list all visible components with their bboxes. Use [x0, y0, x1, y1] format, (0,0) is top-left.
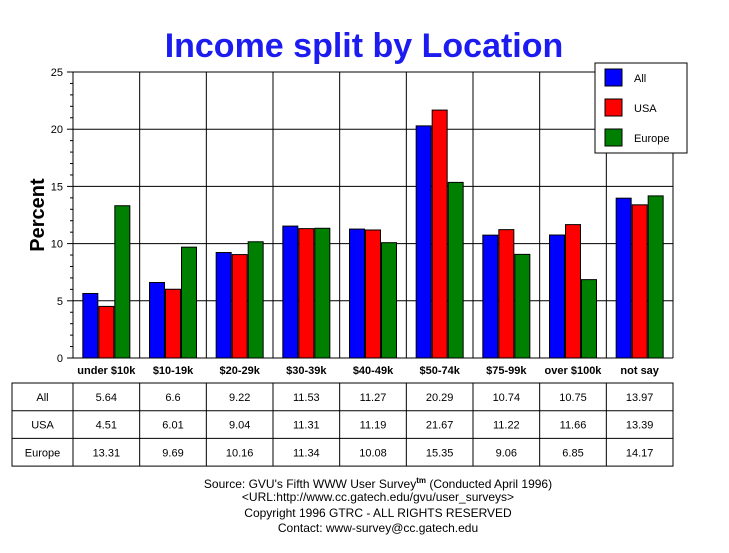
bar-usa — [565, 224, 581, 359]
table-cell: 9.69 — [162, 447, 183, 459]
x-tick-label: $30-39k — [286, 365, 327, 377]
bar-usa — [231, 254, 248, 359]
bar-all — [615, 197, 632, 359]
bar-usa — [631, 204, 648, 359]
table-cell: 20.29 — [426, 392, 454, 404]
legend-label: All — [634, 73, 646, 85]
legend-label: Europe — [634, 133, 669, 145]
y-tick-label: 5 — [57, 296, 63, 308]
table-cell: 11.53 — [293, 392, 320, 404]
table-cell: 14.17 — [626, 447, 654, 459]
table-cell: 10.74 — [493, 392, 521, 404]
table-cell: 11.31 — [293, 420, 320, 432]
bar-europe — [314, 227, 331, 359]
table-cell: 13.97 — [626, 392, 654, 404]
y-tick-label: 20 — [51, 124, 63, 136]
table-row-label: All — [36, 392, 48, 404]
table-cell: 9.22 — [229, 392, 250, 404]
x-tick-label: $40-49k — [353, 365, 394, 377]
footer-source: Source: GVU's Fifth WWW User Surveytm (C… — [204, 476, 552, 491]
x-tick-label: under $10k — [77, 365, 136, 377]
y-tick-label: 15 — [51, 181, 63, 193]
footer-url: <URL:http://www.cc.gatech.edu/gvu/user_s… — [242, 490, 514, 504]
bar-europe — [247, 241, 264, 359]
bar-usa — [498, 229, 515, 359]
table-cell: 11.19 — [360, 420, 387, 432]
bar-usa — [165, 288, 181, 359]
bar-europe — [581, 279, 597, 359]
table-cell: 9.06 — [496, 447, 517, 459]
footer-contact: Contact: www-survey@cc.gatech.edu — [278, 521, 478, 535]
bar-all — [282, 225, 299, 359]
y-tick-label: 10 — [51, 239, 63, 251]
bar-all — [349, 228, 365, 359]
footer-source-text: Source: GVU's Fifth WWW User Survey — [204, 477, 416, 491]
x-tick-label: $10-19k — [153, 365, 194, 377]
chart-title: Income split by Location — [165, 27, 564, 65]
y-tick-label: 25 — [51, 67, 63, 79]
bar-usa — [298, 228, 315, 359]
x-tick-label: $75-99k — [486, 365, 527, 377]
table-cell: 11.27 — [360, 392, 387, 404]
x-tick-label: over $100k — [545, 365, 603, 377]
y-tick-label: 0 — [57, 353, 63, 365]
bar-all — [215, 252, 232, 359]
table-cell: 21.67 — [426, 420, 454, 432]
x-tick-label: $20-29k — [219, 365, 260, 377]
bar-all — [149, 281, 165, 359]
bar-all — [415, 125, 432, 359]
table-cell: 6.01 — [162, 420, 183, 432]
table-cell: 6.85 — [562, 447, 583, 459]
x-tick-label: not say — [620, 365, 659, 377]
x-tick-label: $50-74k — [419, 365, 460, 377]
bar-europe — [381, 242, 397, 359]
bar-usa — [98, 305, 115, 359]
footer-tm: tm — [416, 476, 426, 485]
bar-europe — [114, 205, 131, 359]
table-cell: 11.22 — [493, 420, 520, 432]
bar-usa — [365, 229, 381, 359]
table-cell: 13.39 — [626, 420, 654, 432]
table-cell: 10.16 — [226, 447, 254, 459]
bar-usa — [431, 109, 448, 359]
footer-conducted: (Conducted April 1996) — [426, 477, 552, 491]
table-cell: 11.34 — [293, 447, 320, 459]
bar-europe — [514, 253, 531, 359]
table-cell: 4.51 — [96, 420, 117, 432]
table-cell: 11.66 — [560, 420, 587, 432]
legend-label: USA — [634, 103, 657, 115]
table-cell: 10.75 — [559, 392, 587, 404]
bar-europe — [181, 246, 197, 359]
legend-swatch — [604, 68, 623, 87]
table-row-label: Europe — [25, 447, 60, 459]
bar-all — [82, 292, 99, 359]
bar-all — [482, 234, 499, 359]
table-row-label: USA — [31, 420, 54, 432]
table-cell: 15.35 — [426, 447, 454, 459]
y-axis-label: Percent — [27, 178, 49, 252]
legend-swatch — [604, 98, 623, 117]
table-cell: 13.31 — [93, 447, 121, 459]
legend-swatch — [604, 128, 623, 147]
footer-copyright: Copyright 1996 GTRC - ALL RIGHTS RESERVE… — [244, 506, 512, 520]
table-cell: 9.04 — [229, 420, 250, 432]
bar-all — [549, 234, 565, 359]
bar-europe — [647, 195, 664, 359]
table-cell: 10.08 — [359, 447, 387, 459]
bar-europe — [447, 181, 464, 359]
table-cell: 6.6 — [165, 392, 180, 404]
table-cell: 5.64 — [96, 392, 117, 404]
